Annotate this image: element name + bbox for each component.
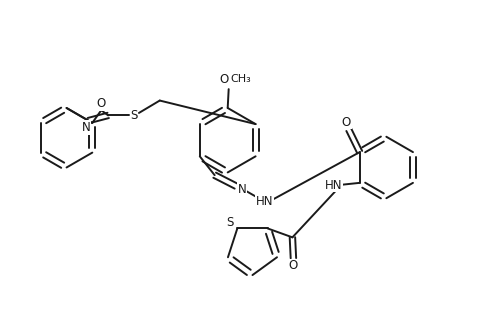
Text: HN: HN <box>256 195 273 208</box>
Text: S: S <box>130 109 138 122</box>
Text: S: S <box>226 216 234 229</box>
Text: N: N <box>238 182 247 196</box>
Text: O: O <box>289 259 298 272</box>
Text: O: O <box>219 73 228 86</box>
Text: N: N <box>82 121 90 134</box>
Text: CH₃: CH₃ <box>230 74 252 84</box>
Text: HN: HN <box>325 179 342 192</box>
Text: O: O <box>342 116 351 129</box>
Text: O: O <box>96 97 106 110</box>
